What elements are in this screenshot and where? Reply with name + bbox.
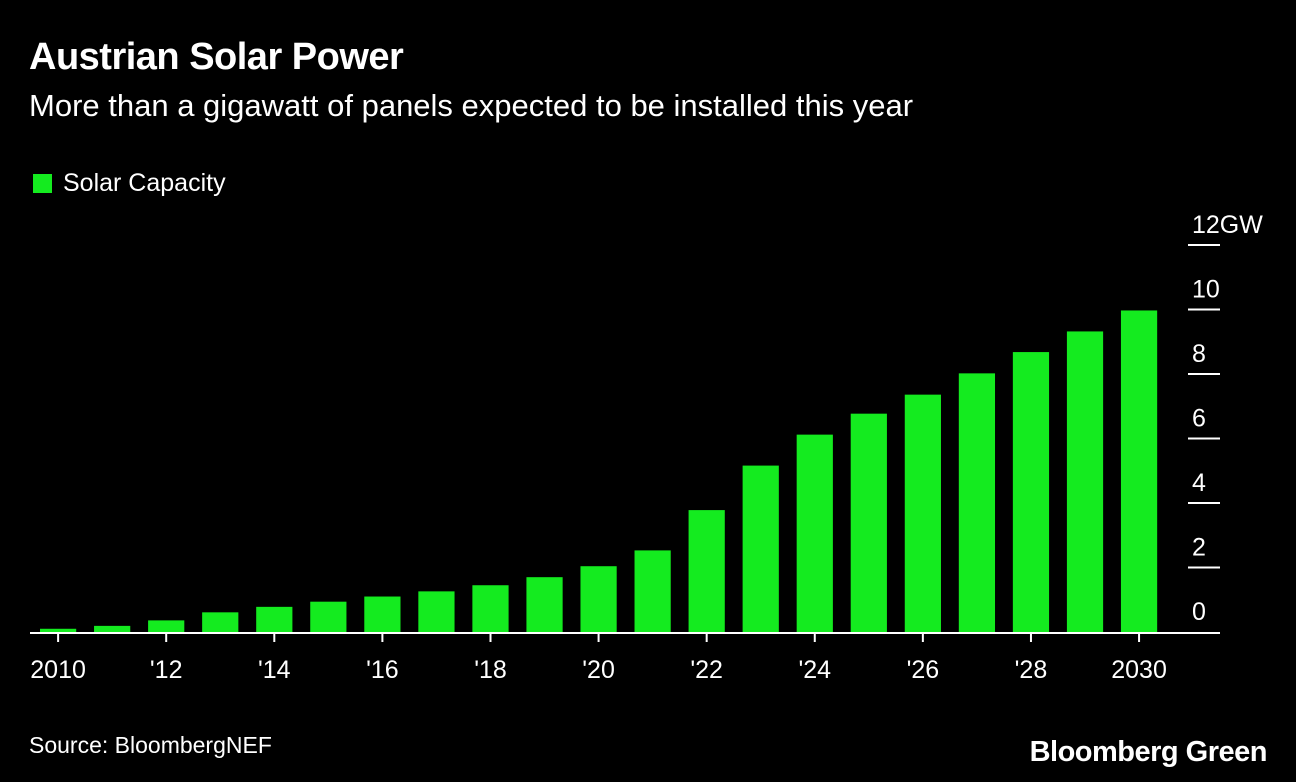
legend-label-solar-capacity: Solar Capacity bbox=[63, 169, 226, 197]
y-tick-label: 8 bbox=[1192, 340, 1206, 368]
x-tick-label: '28 bbox=[1015, 656, 1048, 684]
x-tick-label: '20 bbox=[582, 656, 615, 684]
x-tick-label: '24 bbox=[798, 656, 831, 684]
x-tick-label: 2010 bbox=[30, 656, 86, 684]
y-tick-label: 2 bbox=[1192, 534, 1206, 562]
bar-2016 bbox=[364, 596, 401, 632]
y-tick-label: 0 bbox=[1192, 598, 1206, 626]
y-tick-label: 12GW bbox=[1192, 211, 1263, 239]
bar-2026 bbox=[904, 394, 941, 632]
x-tick-label: '14 bbox=[258, 656, 291, 684]
bar-2022 bbox=[688, 510, 725, 632]
legend-swatch-solar-capacity bbox=[33, 174, 52, 193]
bar-2011 bbox=[94, 625, 131, 632]
bar-2025 bbox=[850, 413, 887, 632]
source-note: Source: BloombergNEF bbox=[29, 732, 272, 758]
bar-2015 bbox=[310, 601, 347, 632]
bar-2023 bbox=[742, 465, 779, 632]
chart-title: Austrian Solar Power bbox=[29, 36, 404, 78]
brand-logo: Bloomberg Green bbox=[1029, 736, 1268, 768]
bar-2028 bbox=[1012, 352, 1050, 632]
x-tick-label: '18 bbox=[474, 656, 507, 684]
bar-2021 bbox=[634, 550, 671, 632]
bar-2012 bbox=[148, 620, 185, 632]
bar-2010 bbox=[40, 628, 77, 632]
bar-2029 bbox=[1066, 331, 1104, 632]
x-tick-label: 2030 bbox=[1111, 656, 1167, 684]
x-tick-label: '16 bbox=[366, 656, 399, 684]
bar-2027 bbox=[958, 373, 996, 632]
bar-2019 bbox=[526, 577, 563, 632]
bar-2017 bbox=[418, 591, 455, 632]
x-tick-label: '26 bbox=[907, 656, 940, 684]
bar-2024 bbox=[796, 434, 833, 632]
legend: Solar Capacity bbox=[33, 169, 226, 198]
bar-2030 bbox=[1120, 310, 1158, 632]
y-tick-label: 6 bbox=[1192, 405, 1206, 433]
bar-2013 bbox=[202, 612, 239, 632]
y-tick-label: 4 bbox=[1192, 469, 1206, 497]
bar-2018 bbox=[472, 585, 509, 632]
bar-2020 bbox=[580, 566, 617, 632]
chart-subtitle: More than a gigawatt of panels expected … bbox=[29, 88, 914, 123]
x-tick-label: '22 bbox=[690, 656, 723, 684]
y-tick-label: 10 bbox=[1192, 276, 1220, 304]
x-tick-label: '12 bbox=[150, 656, 183, 684]
bar-2014 bbox=[256, 606, 293, 632]
